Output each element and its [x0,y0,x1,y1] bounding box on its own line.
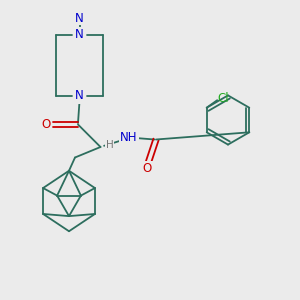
Text: N: N [75,28,84,41]
Text: N: N [75,89,84,103]
Text: N: N [75,28,84,41]
Text: Cl: Cl [218,92,229,105]
Text: N: N [75,11,84,25]
Text: O: O [41,118,50,131]
Text: O: O [142,162,152,175]
Text: NH: NH [120,131,138,145]
Text: N: N [75,89,84,103]
Text: H: H [106,140,113,151]
